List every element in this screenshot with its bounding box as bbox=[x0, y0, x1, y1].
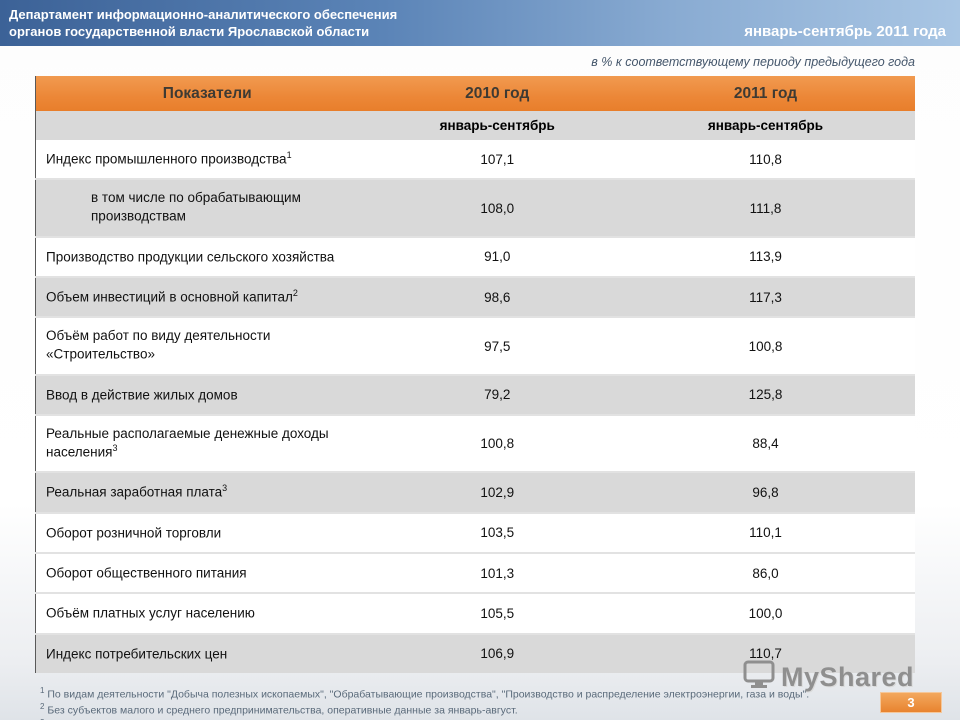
row-label: Оборот розничной торговли bbox=[46, 525, 222, 541]
table-row: Реальная заработная плата3 102,9 96,8 bbox=[35, 472, 915, 513]
value-2011: 113,9 bbox=[749, 249, 782, 265]
value-2011: 110,7 bbox=[749, 646, 782, 662]
page-number: 3 bbox=[880, 692, 942, 713]
table-row: в том числе по обрабатывающим производст… bbox=[35, 179, 915, 237]
org-title-line2: органов государственной власти Ярославск… bbox=[9, 24, 370, 40]
footnote: 1 По видам деятельности "Добыча полезных… bbox=[40, 686, 810, 701]
value-2011: 110,8 bbox=[749, 151, 782, 167]
row-label: Объем инвестиций в основной капитал2 bbox=[46, 288, 298, 305]
value-2010: 105,5 bbox=[480, 606, 515, 622]
col-header-2010: 2010 год bbox=[378, 76, 616, 111]
value-2011: 96,8 bbox=[752, 484, 779, 500]
row-label: Оборот общественного питания bbox=[46, 565, 247, 581]
value-2010: 79,2 bbox=[484, 387, 511, 403]
row-label: Объём платных услуг населению bbox=[46, 605, 255, 621]
table-body: Индекс промышленного производства1 107,1… bbox=[35, 140, 915, 674]
header-period: январь-сентябрь 2011 года bbox=[744, 23, 946, 40]
value-2010: 100,8 bbox=[480, 436, 515, 452]
value-2010: 91,0 bbox=[484, 249, 511, 265]
value-2010: 102,9 bbox=[480, 484, 515, 500]
value-2011: 110,1 bbox=[749, 525, 782, 541]
value-2010: 97,5 bbox=[484, 338, 511, 354]
table-row: Объём работ по виду деятельности «Строит… bbox=[35, 317, 915, 375]
col-header-2011: 2011 год bbox=[615, 76, 915, 111]
table-row: Индекс потребительских цен 106,9 110,7 bbox=[35, 633, 915, 674]
table-subheader-row: январь-сентябрь январь-сентябрь bbox=[35, 111, 915, 140]
col-header-indicators: Показатели bbox=[35, 76, 379, 111]
table-row: Оборот розничной торговли 103,5 110,1 bbox=[35, 512, 915, 553]
row-label: Ввод в действие жилых домов bbox=[46, 387, 238, 403]
value-2011: 100,0 bbox=[748, 606, 783, 622]
table-row: Объём платных услуг населению 105,5 100,… bbox=[35, 593, 915, 634]
table-row: Ввод в действие жилых домов 79,2 125,8 bbox=[35, 374, 915, 415]
table-row: Производство продукции сельского хозяйст… bbox=[35, 236, 915, 277]
table-row: Оборот общественного питания 101,3 86,0 bbox=[35, 553, 915, 594]
subheader-empty bbox=[35, 111, 379, 140]
monitor-icon bbox=[743, 660, 775, 694]
org-title: Департамент информационно-аналитического… bbox=[9, 6, 397, 41]
value-2010: 103,5 bbox=[480, 525, 515, 541]
org-title-line1: Департамент информационно-аналитического… bbox=[9, 6, 398, 22]
value-2011: 86,0 bbox=[752, 565, 779, 581]
value-2011: 111,8 bbox=[749, 200, 782, 216]
row-label: Реальная заработная плата3 bbox=[46, 483, 228, 500]
value-2010: 101,3 bbox=[480, 565, 515, 581]
footnote: 2 Без субъектов малого и среднего предпр… bbox=[40, 702, 518, 717]
value-2010: 107,1 bbox=[480, 151, 515, 167]
value-2011: 88,4 bbox=[752, 436, 779, 452]
row-label: Производство продукции сельского хозяйст… bbox=[46, 249, 335, 265]
value-2010: 106,9 bbox=[480, 646, 515, 662]
value-2011: 117,3 bbox=[749, 289, 782, 305]
row-label: Индекс потребительских цен bbox=[46, 646, 228, 662]
myshared-watermark: MyShared bbox=[743, 660, 914, 694]
value-2010: 108,0 bbox=[480, 200, 515, 216]
footnote: 3Предварительные данные : январь-август … bbox=[40, 718, 920, 720]
watermark-label: MyShared bbox=[780, 661, 914, 692]
header-band: Департамент информационно-аналитического… bbox=[0, 0, 960, 46]
row-label: в том числе по обрабатывающим производст… bbox=[91, 190, 301, 224]
subheader-2011-period: январь-сентябрь bbox=[615, 111, 915, 140]
value-2011: 125,8 bbox=[748, 387, 783, 403]
value-2011: 100,8 bbox=[748, 338, 783, 354]
percent-note: в % к соответствующему периоду предыдуще… bbox=[591, 55, 915, 69]
table-row: Объем инвестиций в основной капитал2 98,… bbox=[35, 277, 915, 318]
table-header-row: Показатели 2010 год 2011 год bbox=[35, 76, 915, 111]
indicators-table: Показатели 2010 год 2011 год январь-сент… bbox=[35, 76, 915, 674]
table-row: Индекс промышленного производства1 107,1… bbox=[35, 140, 915, 180]
row-label: Индекс промышленного производства1 bbox=[46, 150, 292, 167]
row-label: Объём работ по виду деятельности «Строит… bbox=[46, 328, 271, 362]
subheader-2010-period: январь-сентябрь bbox=[378, 111, 616, 140]
value-2010: 98,6 bbox=[484, 289, 511, 305]
table-row: Реальные располагаемые денежные доходы н… bbox=[35, 415, 915, 473]
row-label: Реальные располагаемые денежные доходы н… bbox=[46, 426, 329, 460]
footnotes: 1 По видам деятельности "Добыча полезных… bbox=[40, 686, 920, 720]
